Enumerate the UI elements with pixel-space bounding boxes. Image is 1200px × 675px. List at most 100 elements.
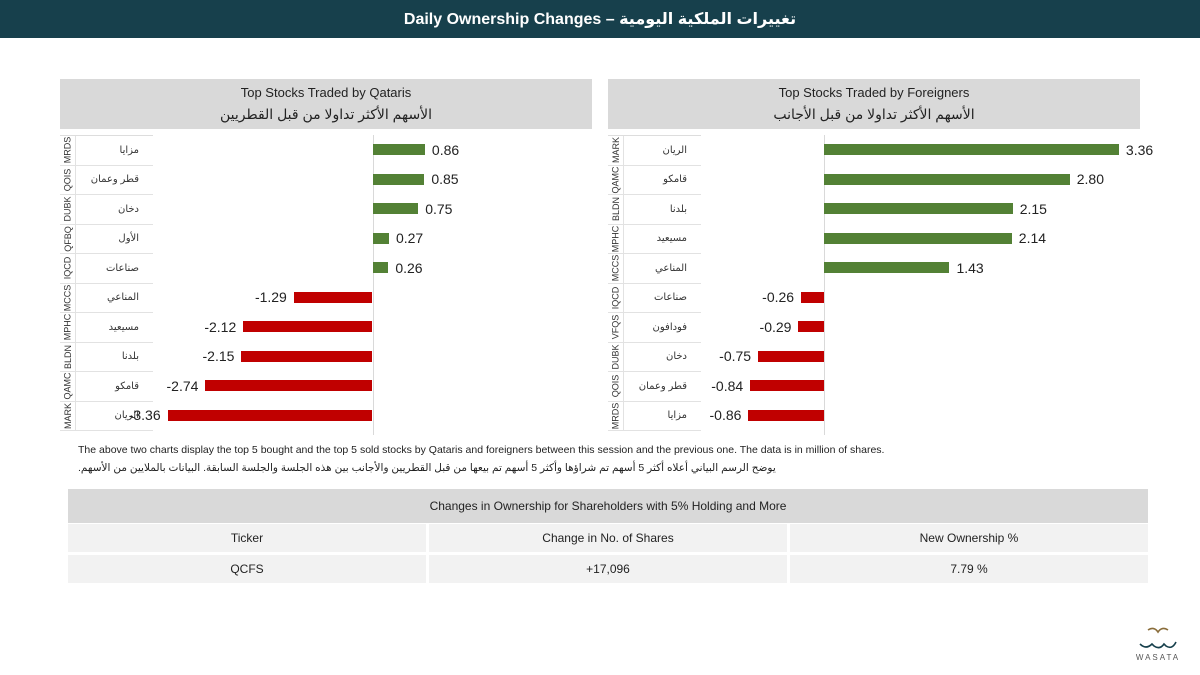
qatari-bar-plot: 0.86 0.85 0.75 0.27 0.26 -1.29 -2.12 -2.15 -2.74… bbox=[129, 135, 592, 435]
category-row: DUBK دخان bbox=[608, 342, 701, 372]
column-header-change: Change in No. of Shares bbox=[429, 524, 787, 552]
data-label: 0.27 bbox=[395, 230, 424, 247]
category-row: VFQS فودافون bbox=[608, 313, 701, 343]
data-label: 0.26 bbox=[395, 259, 423, 276]
bar bbox=[798, 321, 824, 333]
foreign-chart-title: Top Stocks Traded by Foreigners bbox=[778, 85, 970, 100]
data-label: -2.74 bbox=[166, 377, 199, 394]
data-label: 2.15 bbox=[1019, 200, 1047, 217]
category-row: MCCS المناعي bbox=[608, 254, 701, 284]
bar bbox=[372, 144, 425, 156]
bar bbox=[823, 144, 1119, 156]
category-label: دخان bbox=[117, 203, 139, 215]
ticker-label: DUBK bbox=[60, 195, 76, 224]
data-label: -0.84 bbox=[711, 377, 744, 394]
category-label: قامكو bbox=[663, 174, 687, 186]
category-label: قامكو bbox=[115, 380, 139, 392]
category-row: BLDN بلدنا bbox=[608, 195, 701, 225]
data-label: 0.75 bbox=[425, 200, 453, 217]
ticker-label: MARK bbox=[60, 401, 76, 430]
bar bbox=[243, 321, 373, 333]
data-label: -0.75 bbox=[719, 348, 752, 365]
foreign-chart-panel: Top Stocks Traded by Foreigners الأسهم ا… bbox=[608, 79, 1153, 435]
data-label: -1.29 bbox=[254, 289, 287, 306]
ticker-label: QFBQ bbox=[60, 224, 76, 253]
bar bbox=[241, 350, 373, 362]
category-label: مسيعيد bbox=[108, 321, 139, 333]
bar bbox=[372, 262, 389, 274]
data-label: 0.86 bbox=[431, 141, 460, 158]
foreign-bar-plot: 3.36 2.80 2.15 2.14 1.43 -0.26 -0.29 -0.75 -0.84… bbox=[701, 135, 1153, 435]
category-row: QOIS قطر وعمان bbox=[608, 372, 701, 402]
cell-change: +17,096 bbox=[429, 555, 787, 583]
qatari-category-table: MRDS مزايا QOIS قطر وعمان DUBK دخان QFBQ الأول I… bbox=[60, 135, 153, 435]
logo-mark-icon bbox=[1139, 627, 1177, 649]
zero-axis-line bbox=[823, 135, 825, 435]
bar bbox=[205, 380, 373, 392]
ticker-label: MPHC bbox=[60, 313, 76, 342]
data-label: 0.85 bbox=[431, 171, 459, 188]
page-title: Daily Ownership Changes – تغييرات الملكي… bbox=[403, 11, 797, 28]
page-header: Daily Ownership Changes – تغييرات الملكي… bbox=[0, 0, 1200, 38]
category-label: فودافون bbox=[652, 321, 687, 333]
cell-ticker: QCFS bbox=[68, 555, 426, 583]
category-row: MPHC مسيعيد bbox=[60, 313, 153, 343]
ticker-label: MARK bbox=[608, 136, 624, 165]
ticker-label: IQCD bbox=[608, 283, 624, 312]
category-label: الأول bbox=[118, 233, 139, 245]
bar bbox=[823, 203, 1013, 215]
data-label: -0.29 bbox=[759, 318, 792, 335]
category-label: الريان bbox=[114, 410, 139, 422]
bar bbox=[167, 409, 373, 421]
bar bbox=[823, 262, 950, 274]
category-row: MARK الريان bbox=[608, 136, 701, 166]
category-label: صناعات bbox=[106, 262, 139, 274]
category-label: مزايا bbox=[667, 410, 687, 422]
ticker-label: BLDN bbox=[608, 195, 624, 224]
data-label: 2.80 bbox=[1076, 171, 1104, 188]
data-label: 2.14 bbox=[1018, 230, 1047, 247]
bar bbox=[750, 380, 824, 392]
wasata-logo: WASATA bbox=[1128, 626, 1188, 666]
category-row: MARK الريان bbox=[60, 401, 153, 431]
chart-note-arabic: يوضح الرسم البياني أعلاه أكثر 5 أسهم تم … bbox=[78, 462, 776, 474]
ownership-table-header-row: Ticker Change in No. of Shares New Owner… bbox=[68, 524, 1148, 552]
ticker-label: MRDS bbox=[608, 401, 624, 430]
data-label: -2.12 bbox=[204, 318, 237, 335]
category-row: IQCD صناعات bbox=[608, 283, 701, 313]
logo-brand-text: WASATA bbox=[1135, 653, 1181, 662]
bar bbox=[758, 350, 824, 362]
chart-note-english: The above two charts display the top 5 b… bbox=[78, 444, 885, 456]
category-label: مزايا bbox=[119, 144, 139, 156]
ticker-label: QOIS bbox=[608, 372, 624, 401]
table-row: QCFS +17,096 7.79 % bbox=[68, 555, 1148, 583]
bar bbox=[293, 291, 373, 303]
ticker-label: MCCS bbox=[60, 283, 76, 312]
category-label: دخان bbox=[665, 351, 687, 363]
foreign-category-table: MARK الريان QAMC قامكو BLDN بلدنا MPHC مسيعيد MC… bbox=[608, 135, 701, 435]
zero-axis-line bbox=[372, 135, 374, 435]
qatari-chart-title: Top Stocks Traded by Qataris bbox=[240, 85, 412, 100]
category-label: قطر وعمان bbox=[90, 174, 139, 186]
qatari-chart-subtitle: الأسهم الأكثر تداولا من قبل القطريين bbox=[219, 106, 433, 122]
category-row: MRDS مزايا bbox=[60, 136, 153, 166]
column-header-ownership: New Ownership % bbox=[790, 524, 1148, 552]
bar bbox=[372, 203, 419, 215]
category-row: BLDN بلدنا bbox=[60, 342, 153, 372]
bar bbox=[372, 232, 389, 244]
ticker-label: MCCS bbox=[608, 254, 624, 283]
ticker-label: BLDN bbox=[60, 342, 76, 371]
category-row: QOIS قطر وعمان bbox=[60, 165, 153, 195]
data-label: 3.36 bbox=[1125, 141, 1154, 158]
category-row: IQCD صناعات bbox=[60, 254, 153, 284]
ownership-table-title: Changes in Ownership for Shareholders wi… bbox=[68, 489, 1148, 523]
foreign-chart-subtitle: الأسهم الأكثر تداولا من قبل الأجانب bbox=[773, 106, 975, 122]
ticker-label: QAMC bbox=[60, 372, 76, 401]
data-label: -0.86 bbox=[709, 407, 742, 424]
ticker-label: MRDS bbox=[60, 136, 76, 165]
qatari-chart-panel: Top Stocks Traded by Qataris الأسهم الأك… bbox=[60, 79, 592, 435]
foreign-chart-header: Top Stocks Traded by Foreigners الأسهم ا… bbox=[608, 79, 1140, 129]
ticker-label: DUBK bbox=[608, 342, 624, 371]
bar bbox=[823, 232, 1012, 244]
bar bbox=[823, 173, 1070, 185]
